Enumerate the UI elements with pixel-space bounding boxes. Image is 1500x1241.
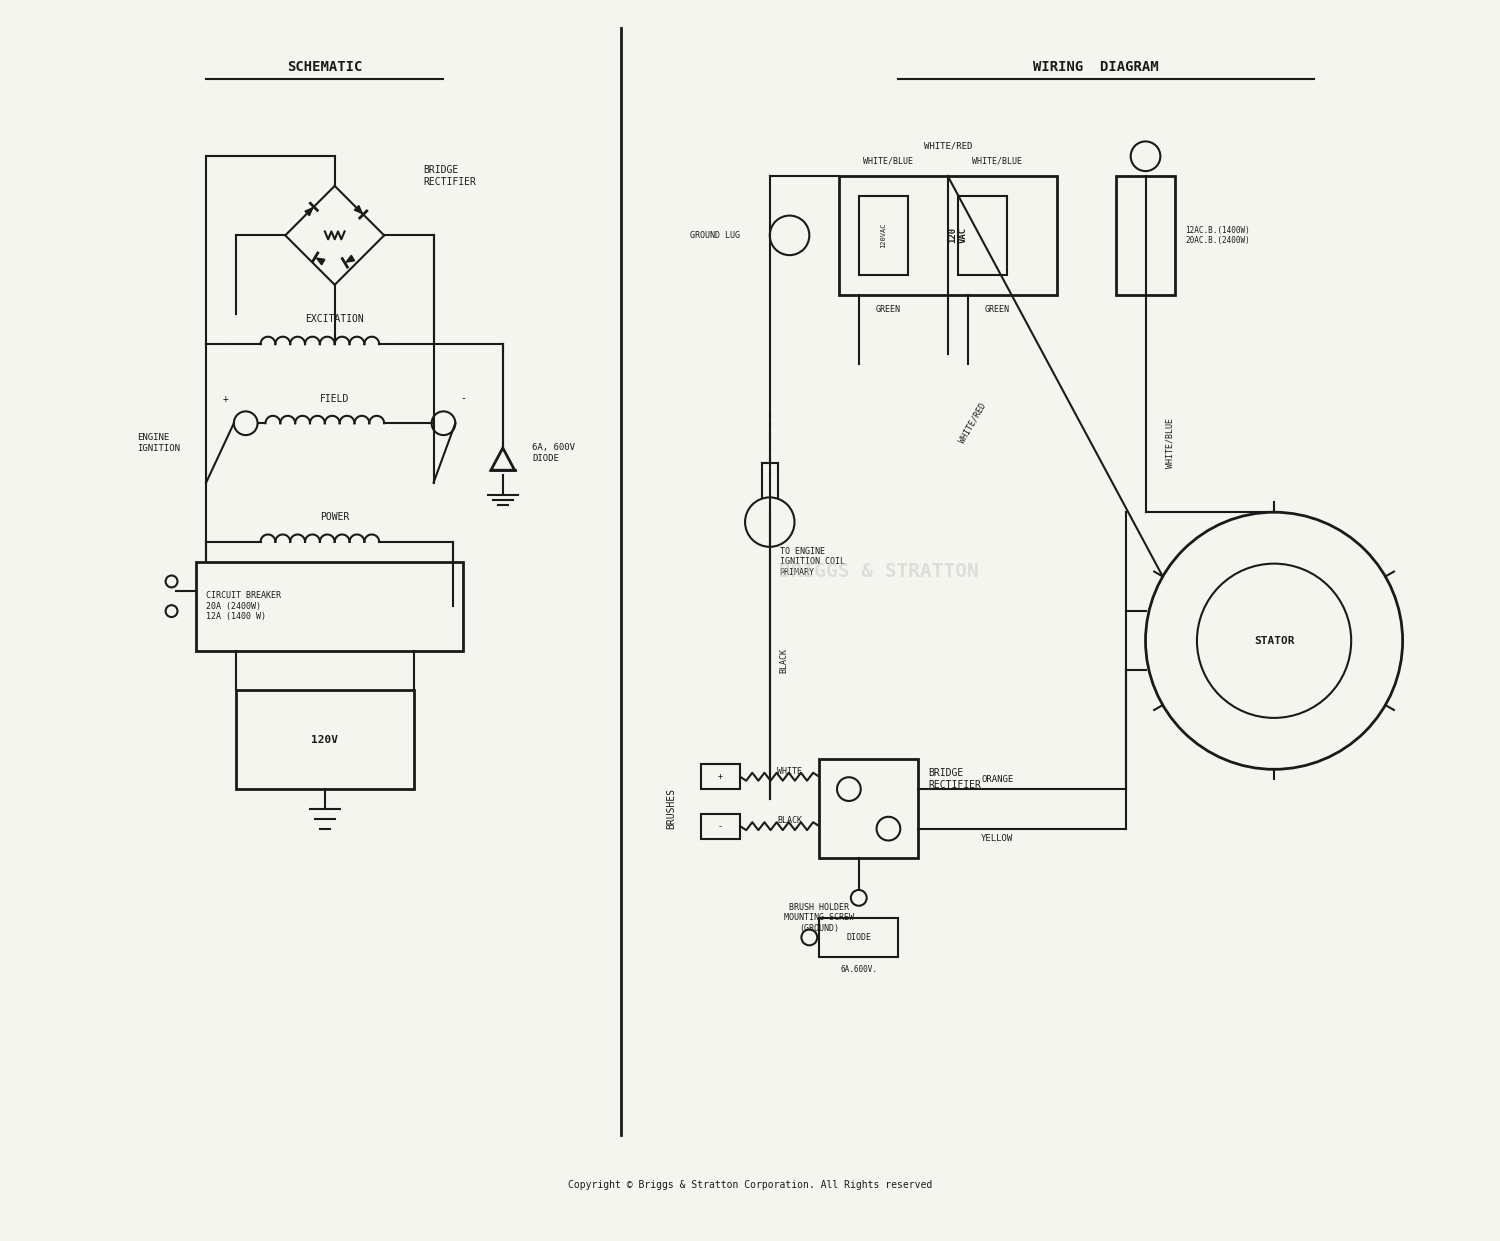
Text: BRIDGE
RECTIFIER: BRIDGE RECTIFIER (423, 165, 477, 187)
Text: WIRING  DIAGRAM: WIRING DIAGRAM (1034, 61, 1160, 74)
Text: BLACK: BLACK (777, 817, 802, 825)
Text: BRIGGS & STRATTON: BRIGGS & STRATTON (778, 562, 978, 581)
Text: TO ENGINE
IGNITION COIL
PRIMARY: TO ENGINE IGNITION COIL PRIMARY (780, 547, 844, 577)
Text: ORANGE: ORANGE (981, 774, 1014, 784)
Bar (700, 764, 740, 789)
Text: FIELD: FIELD (320, 393, 350, 403)
Text: BRIDGE
RECTIFIER: BRIDGE RECTIFIER (928, 768, 981, 791)
Bar (236, 690, 414, 789)
Bar (957, 196, 1006, 276)
Text: WHITE/RED: WHITE/RED (924, 141, 972, 151)
Text: GREEN: GREEN (984, 305, 1010, 314)
Polygon shape (304, 207, 313, 216)
Bar (819, 917, 898, 957)
Text: POWER: POWER (320, 513, 350, 522)
Text: WHITE/RED: WHITE/RED (957, 402, 988, 446)
Text: WHITE: WHITE (777, 767, 802, 776)
Polygon shape (346, 256, 354, 262)
Text: ENGINE
IGNITION: ENGINE IGNITION (136, 433, 180, 453)
Text: WHITE/BLUE: WHITE/BLUE (864, 156, 913, 166)
Text: YELLOW: YELLOW (981, 834, 1014, 843)
Text: DIODE: DIODE (846, 933, 871, 942)
Text: 120VAC: 120VAC (880, 222, 886, 248)
Bar (196, 562, 464, 650)
Bar (839, 176, 1056, 294)
Bar (819, 759, 918, 859)
Text: BRUSHES: BRUSHES (666, 788, 676, 829)
Text: EXCITATION: EXCITATION (306, 314, 364, 324)
Text: 120V: 120V (312, 735, 339, 745)
Text: +: + (224, 393, 230, 403)
Text: 6A, 600V
DIODE: 6A, 600V DIODE (532, 443, 576, 463)
Polygon shape (316, 258, 326, 264)
Bar (700, 814, 740, 839)
Text: -: - (718, 822, 723, 830)
Text: +: + (718, 772, 723, 782)
Text: SCHEMATIC: SCHEMATIC (286, 61, 363, 74)
Text: WHITE/BLUE: WHITE/BLUE (972, 156, 1022, 166)
Text: CIRCUIT BREAKER
20A (2400W)
12A (1400 W): CIRCUIT BREAKER 20A (2400W) 12A (1400 W) (206, 591, 280, 620)
Text: BRUSH HOLDER
MOUNTING SCREW
(GROUND): BRUSH HOLDER MOUNTING SCREW (GROUND) (784, 902, 853, 932)
Text: STATOR: STATOR (1254, 635, 1294, 645)
Text: 12AC.B.(1400W)
20AC.B.(2400W): 12AC.B.(1400W) 20AC.B.(2400W) (1185, 226, 1250, 244)
Text: -: - (460, 393, 466, 403)
Bar (1116, 176, 1174, 294)
Text: 6A.600V.: 6A.600V. (840, 964, 878, 973)
Text: Copyright © Briggs & Stratton Corporation. All Rights reserved: Copyright © Briggs & Stratton Corporatio… (568, 1180, 932, 1190)
Text: GROUND LUG: GROUND LUG (690, 231, 740, 240)
Polygon shape (354, 206, 362, 213)
Bar (859, 196, 907, 276)
Text: WHITE/BLUE: WHITE/BLUE (1166, 418, 1174, 468)
Text: GREEN: GREEN (876, 305, 902, 314)
Text: 120
VAC: 120 VAC (948, 227, 968, 243)
Text: BLACK: BLACK (780, 648, 789, 673)
